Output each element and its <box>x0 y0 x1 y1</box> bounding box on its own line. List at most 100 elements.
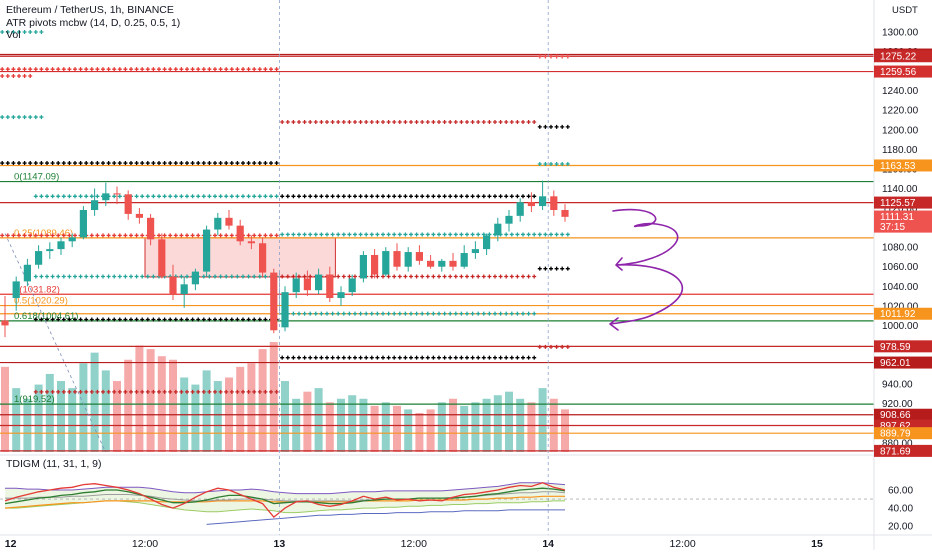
pivot-marker <box>543 54 548 59</box>
pivot-marker <box>140 317 145 322</box>
pivot-marker <box>537 266 542 271</box>
pivot-marker <box>246 389 251 394</box>
pivot-marker <box>145 194 150 199</box>
pivot-marker <box>134 233 139 238</box>
symbol-title[interactable]: Ethereum / TetherUS, 1h, BINANCE <box>6 4 174 16</box>
pivot-marker <box>425 194 430 199</box>
pivot-marker <box>140 194 145 199</box>
pivot-marker <box>274 194 279 199</box>
indicator-volume-label[interactable]: Vol <box>6 29 21 41</box>
pivot-marker <box>532 311 537 316</box>
volume-bar <box>124 359 133 452</box>
indicator-tdigm-label[interactable]: TDIGM (11, 31, 1, 9) <box>6 458 102 470</box>
pivot-marker <box>274 233 279 238</box>
pivot-marker <box>213 389 217 394</box>
pivot-marker <box>537 232 542 237</box>
pivot-marker <box>179 389 184 394</box>
pivot-marker <box>465 232 469 237</box>
pivot-marker <box>140 389 145 394</box>
pivot-marker <box>414 232 419 237</box>
pivot-marker <box>448 194 453 199</box>
pivot-marker <box>33 389 38 394</box>
pivot-marker <box>84 317 89 322</box>
candle-body <box>91 200 99 210</box>
pivot-marker <box>224 67 229 72</box>
candle-body <box>359 254 367 279</box>
pivot-marker <box>5 233 10 238</box>
volume-bar <box>1 366 9 452</box>
time-tick-label: 13 <box>274 538 286 550</box>
pivot-marker <box>45 194 49 199</box>
pivot-marker <box>78 274 83 279</box>
price-level-badge <box>874 65 932 78</box>
pivot-marker <box>241 389 245 394</box>
pivot-marker <box>285 355 290 360</box>
pivot-marker <box>117 161 122 166</box>
pivot-marker <box>207 194 212 199</box>
pivot-marker <box>403 232 408 237</box>
pivot-marker <box>313 355 318 360</box>
pivot-marker <box>532 194 537 199</box>
pivot-marker <box>106 317 111 322</box>
current-price-badge-text: 37:15 <box>880 222 905 233</box>
pivot-marker <box>207 67 212 72</box>
indicator-atr-pivots-label[interactable]: ATR pivots mcbw (14, D, 0.25, 0.5, 1) <box>6 16 181 29</box>
pivot-marker <box>257 161 262 166</box>
pivot-marker <box>532 274 537 279</box>
candle-body <box>393 251 401 267</box>
pivot-marker <box>134 161 139 166</box>
pivot-marker <box>269 233 273 238</box>
price-tick-label: 1180.00 <box>882 145 918 156</box>
pivot-marker <box>67 67 72 72</box>
price-level-badge <box>874 50 932 63</box>
pivot-marker <box>325 232 329 237</box>
pivot-marker <box>470 311 475 316</box>
pivot-marker <box>185 274 189 279</box>
pivot-marker <box>89 274 94 279</box>
pivot-marker <box>560 162 565 167</box>
price-tick-label: 1300.00 <box>882 28 919 39</box>
price-level-badge-text: 1275.22 <box>880 52 917 63</box>
candle-body <box>449 260 457 267</box>
pivot-marker <box>246 67 251 72</box>
pivot-marker <box>476 311 481 316</box>
pivot-marker <box>56 317 61 322</box>
pivot-marker <box>409 311 413 316</box>
price-level-badge <box>874 444 932 457</box>
pivot-marker <box>263 389 268 394</box>
pivot-marker <box>263 67 268 72</box>
pivot-marker <box>392 274 397 279</box>
pivot-marker <box>554 344 559 349</box>
pivot-marker <box>162 317 167 322</box>
volume-bar <box>393 405 401 452</box>
pivot-marker <box>112 389 117 394</box>
tdigm-legend: TDIGM (11, 31, 1, 9) <box>6 458 102 470</box>
pivot-marker <box>162 233 167 238</box>
pivot-marker <box>5 115 10 120</box>
pivot-marker <box>173 194 178 199</box>
pivot-marker <box>481 274 486 279</box>
pivot-marker <box>50 194 55 199</box>
pivot-marker <box>123 274 128 279</box>
pivot-marker <box>95 194 100 199</box>
pivot-marker <box>151 389 156 394</box>
volume-bar <box>437 402 446 452</box>
pivot-marker <box>145 317 150 322</box>
pivot-marker <box>465 355 469 360</box>
pivot-marker <box>565 344 570 349</box>
pivot-marker <box>229 161 234 166</box>
pivot-marker <box>235 67 240 72</box>
pivot-marker <box>453 119 458 124</box>
candle-body <box>303 278 311 291</box>
pivot-marker <box>157 389 161 394</box>
candle-body <box>348 278 356 293</box>
pivot-marker <box>190 194 195 199</box>
pivot-marker <box>425 311 430 316</box>
volume-bar <box>57 381 65 452</box>
pivot-marker <box>353 119 357 124</box>
pivot-marker <box>403 274 408 279</box>
pivot-marker <box>560 124 565 129</box>
pivot-marker <box>297 119 301 124</box>
